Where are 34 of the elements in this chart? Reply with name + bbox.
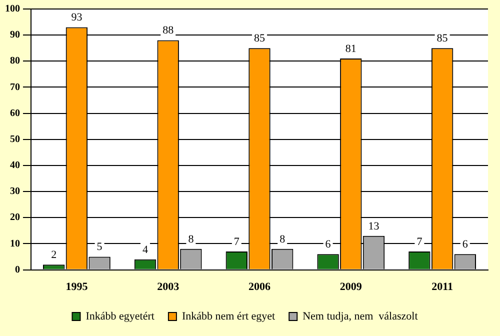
- data-label: 13: [368, 220, 380, 232]
- legend-label: Inkább nem ért egyet: [182, 310, 276, 322]
- data-label: 8: [188, 233, 194, 246]
- data-label: 85: [254, 32, 266, 45]
- y-tick-label: 20: [10, 212, 20, 224]
- data-label: 7: [234, 236, 240, 248]
- y-tick-label: 10: [10, 238, 20, 250]
- y-tick-label: 30: [10, 186, 20, 198]
- data-label: 93: [71, 12, 83, 24]
- data-label: 6: [325, 238, 332, 251]
- data-label: 88: [162, 24, 174, 37]
- legend-label: Nem tudja, nem válaszolt: [302, 310, 418, 322]
- x-tick-label: 2011: [432, 281, 454, 294]
- x-tick-label: 2009: [340, 281, 362, 294]
- data-label: 8: [280, 233, 286, 246]
- y-tick-label: 80: [10, 56, 20, 67]
- x-tick-label: 2006: [248, 281, 271, 294]
- data-label: 5: [96, 241, 103, 254]
- data-label: 85: [436, 32, 448, 45]
- data-label: 4: [142, 244, 148, 256]
- y-tick-label: 0: [15, 264, 20, 276]
- y-tick-label: 50: [10, 134, 20, 145]
- x-tick-label: 1995: [66, 281, 88, 294]
- data-label: 6: [462, 238, 468, 251]
- x-tick-label: 2003: [157, 281, 180, 294]
- y-tick-label: 100: [5, 4, 20, 15]
- y-tick-label: 40: [10, 160, 20, 172]
- data-label: 81: [345, 42, 356, 55]
- y-tick-label: 90: [10, 30, 20, 41]
- data-label: 7: [416, 236, 423, 248]
- data-label: 2: [51, 248, 57, 261]
- y-tick-label: 60: [10, 108, 20, 119]
- y-tick-label: 70: [10, 82, 20, 93]
- legend-label: Inkább egyetért: [86, 310, 154, 322]
